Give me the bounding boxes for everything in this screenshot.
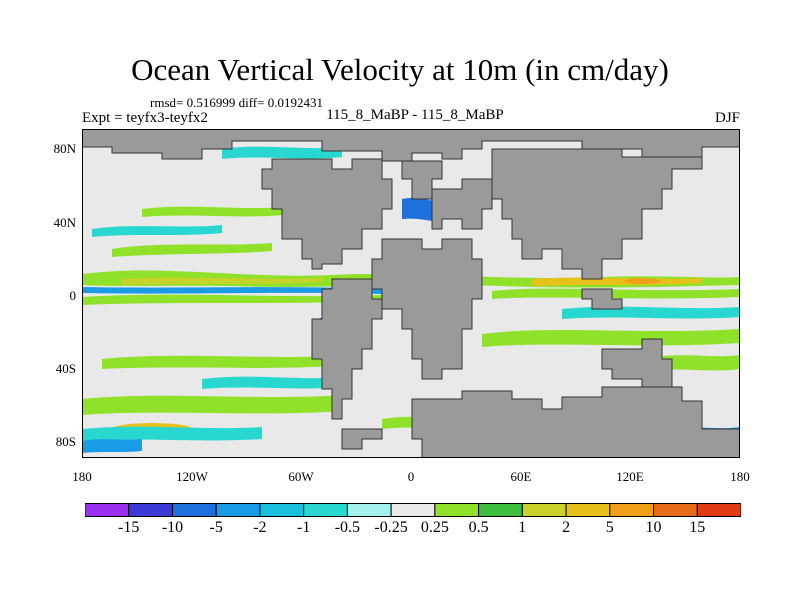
y-tick-label: 40S	[55, 361, 76, 376]
map-svg	[81, 128, 741, 459]
x-tick-label: 60E	[510, 469, 532, 484]
antarctic-peninsula	[341, 428, 383, 450]
colorbar-label: 2	[562, 519, 571, 536]
chart-title: Ocean Vertical Velocity at 10m (in cm/da…	[131, 52, 669, 87]
colorbar-box	[434, 503, 480, 517]
colorbar-box	[259, 503, 305, 517]
x-tick-label: 60W	[288, 469, 314, 484]
colorbar-label: -15	[118, 519, 140, 536]
maritime-continent	[581, 288, 623, 310]
colorbar-box	[346, 503, 392, 517]
colorbar-label: -5	[209, 519, 223, 536]
colorbar-box	[390, 503, 436, 517]
season-label: DJF	[714, 110, 740, 126]
land-masks	[81, 128, 741, 459]
colorbar-box	[609, 503, 655, 517]
y-tick-label: 80S	[55, 434, 76, 449]
plot-frame	[82, 129, 740, 458]
stats-text: rmsd= 0.516999 diff= 0.0192431	[150, 95, 323, 110]
colorbar-label: 10	[645, 519, 662, 536]
y-tick-label: 40N	[53, 215, 76, 230]
colorbar-label: 1	[518, 519, 527, 536]
colorbar-label: 0.25	[420, 519, 449, 536]
asia	[491, 148, 703, 280]
colorbar-box	[171, 503, 217, 517]
x-tick-label: 0	[407, 469, 415, 484]
strong-positive-patches	[112, 277, 702, 435]
colorbar-box	[85, 503, 130, 517]
europe	[431, 178, 493, 230]
colorbar-box	[565, 503, 611, 517]
colorbar-label: -1	[297, 519, 311, 536]
colorbar-box	[696, 503, 741, 517]
colorbar	[85, 503, 741, 517]
colorbar-label: -10	[161, 519, 184, 536]
x-tick-label: 180	[730, 469, 750, 484]
subtitle: 115_8_MaBP - 115_8_MaBP	[326, 107, 504, 123]
y-tick-label: 80N	[53, 141, 76, 156]
experiment-label: Expt = teyfx3-teyfx2	[82, 110, 208, 126]
x-tick-label: 120E	[616, 469, 644, 484]
colorbar-box	[521, 503, 567, 517]
x-tick-label: 180	[72, 469, 92, 484]
north-america	[261, 158, 393, 270]
colorbar-label: 15	[689, 519, 706, 536]
colorbar-label: -0.5	[334, 519, 361, 536]
colorbar-label: 5	[605, 519, 614, 536]
y-tick-label: 0	[69, 288, 77, 303]
colorbar-box	[215, 503, 261, 517]
africa	[371, 238, 483, 380]
colorbar-box	[478, 503, 523, 517]
x-tick-label: 120W	[176, 469, 208, 484]
colorbar-box	[128, 503, 173, 517]
colorbar-label: -2	[253, 519, 267, 536]
south-america	[311, 278, 383, 420]
colorbar-label: -0.25	[374, 519, 408, 536]
colorbar-box	[653, 503, 698, 517]
colorbar-label: 0.5	[468, 519, 489, 536]
map-panel	[81, 128, 741, 459]
colorbar-box	[303, 503, 348, 517]
